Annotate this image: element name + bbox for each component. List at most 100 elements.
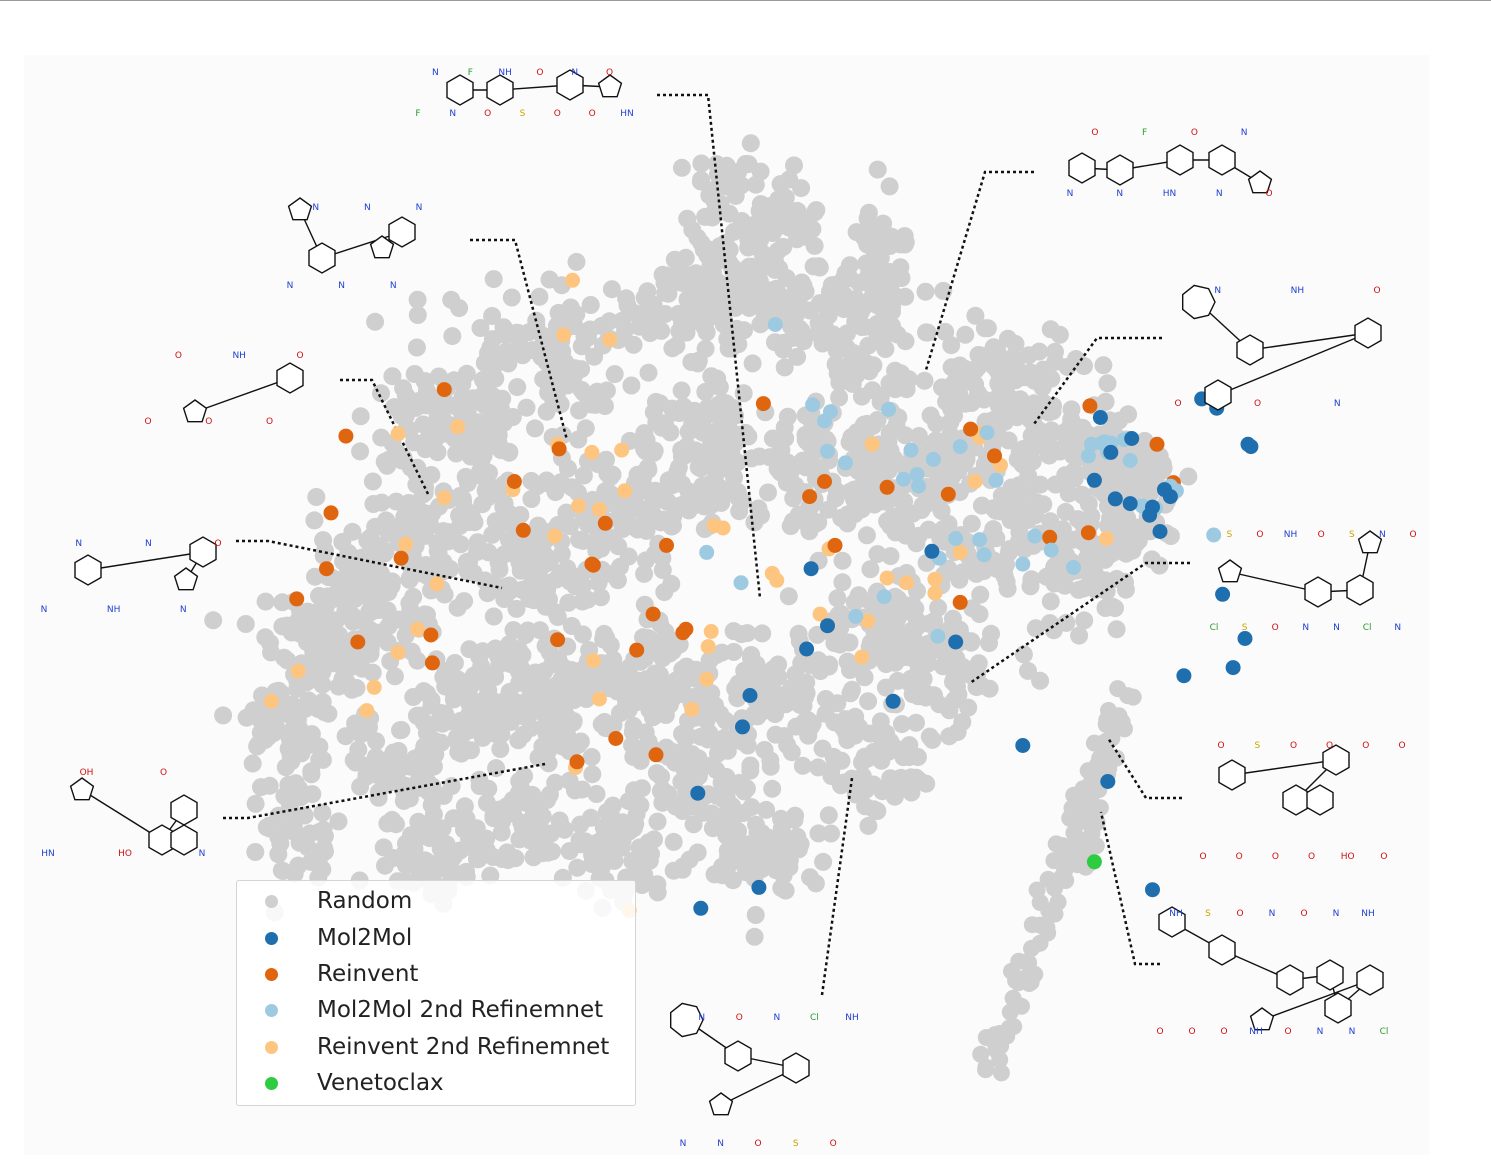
point-random (457, 364, 476, 383)
point-random (759, 483, 777, 502)
point-random (244, 701, 263, 720)
point-random (925, 612, 944, 630)
point-random (530, 342, 549, 360)
point-random (934, 281, 953, 300)
point-reinvent (952, 594, 968, 610)
point-random (684, 286, 702, 305)
point-random (473, 416, 491, 435)
point-random (833, 573, 852, 592)
point-reinvent (323, 505, 339, 521)
point-random (945, 406, 964, 425)
atom-label: S (793, 1139, 799, 1149)
point-random (713, 866, 732, 885)
point-random (574, 466, 593, 485)
point-random (342, 576, 361, 595)
point-random (467, 819, 486, 838)
series-random (204, 134, 1198, 1082)
ring-shape (173, 567, 199, 591)
point-reinvent (827, 537, 843, 553)
point-random (881, 547, 900, 566)
atom-label: O (1284, 1027, 1291, 1037)
point-random (765, 251, 784, 270)
point-mol2mol-2nd (972, 532, 988, 548)
point-random (900, 748, 919, 767)
point-random (1021, 577, 1040, 596)
point-mol2mol (1215, 586, 1231, 602)
atom-label: O (606, 68, 613, 78)
atom-label: Cl (1210, 623, 1219, 633)
point-random (352, 725, 370, 744)
point-reinvent (551, 441, 567, 457)
point-mol2mol-2nd (837, 455, 853, 471)
point-random (600, 464, 619, 483)
point-mol2mol (948, 634, 964, 650)
molecule-left-tetrazole: N N N N N N (287, 197, 422, 291)
atom-label: O (1156, 1027, 1163, 1037)
point-random (703, 819, 722, 838)
point-random (723, 261, 742, 279)
point-random (809, 824, 828, 843)
point-random (888, 671, 907, 690)
point-random (363, 472, 382, 491)
point-random (989, 396, 1008, 415)
legend-marker-mol2mol-2nd (265, 1003, 278, 1017)
point-random (504, 621, 523, 640)
point-random (701, 482, 720, 501)
series-highlighted (263, 272, 1259, 919)
ring-shape (1356, 964, 1384, 996)
point-random (558, 559, 577, 578)
point-random (739, 427, 758, 446)
point-random (428, 443, 447, 462)
point-random (394, 791, 413, 810)
point-random (1031, 671, 1050, 690)
point-random (325, 589, 344, 608)
point-mol2mol-2nd (699, 544, 715, 560)
point-random (533, 557, 552, 576)
point-random (402, 826, 420, 845)
point-random (861, 560, 880, 579)
point-random (692, 314, 711, 332)
point-random (1065, 469, 1084, 488)
point-random (707, 155, 726, 174)
point-random (790, 319, 809, 338)
point-random (435, 842, 454, 861)
point-random (364, 587, 383, 605)
point-random (652, 767, 671, 786)
ring-shape (782, 1052, 810, 1084)
point-reinvent-2nd (263, 693, 279, 709)
point-random (972, 1045, 990, 1063)
legend-label-mol2mol-2nd: Mol2Mol 2nd Refinemnet (317, 997, 604, 1023)
point-random (313, 860, 332, 879)
point-random (819, 500, 838, 519)
atom-label: HN (41, 849, 55, 859)
ring-shape (556, 69, 584, 101)
point-random (204, 611, 223, 630)
point-random (631, 751, 650, 770)
point-random (810, 294, 829, 313)
point-random (809, 651, 828, 670)
point-random (1118, 509, 1137, 528)
point-random (809, 758, 828, 777)
point-random (852, 387, 871, 406)
point-random (757, 800, 776, 819)
point-mol2mol-2nd (1015, 556, 1031, 572)
point-random (400, 757, 419, 776)
point-reinvent-2nd (366, 679, 382, 695)
point-random (847, 366, 866, 385)
point-random (655, 510, 673, 529)
ring-shape (1068, 152, 1096, 184)
point-random (573, 625, 592, 644)
point-random (273, 593, 292, 612)
point-random (803, 220, 822, 239)
point-random (672, 158, 691, 177)
point-random (578, 590, 597, 609)
point-random (849, 586, 868, 605)
point-random (869, 326, 888, 345)
point-random (771, 463, 790, 482)
point-random (608, 571, 627, 590)
atom-label: S (1226, 530, 1232, 540)
point-random (520, 705, 538, 724)
point-random (679, 422, 698, 441)
ring-shape (1357, 530, 1383, 554)
point-random (633, 779, 651, 798)
